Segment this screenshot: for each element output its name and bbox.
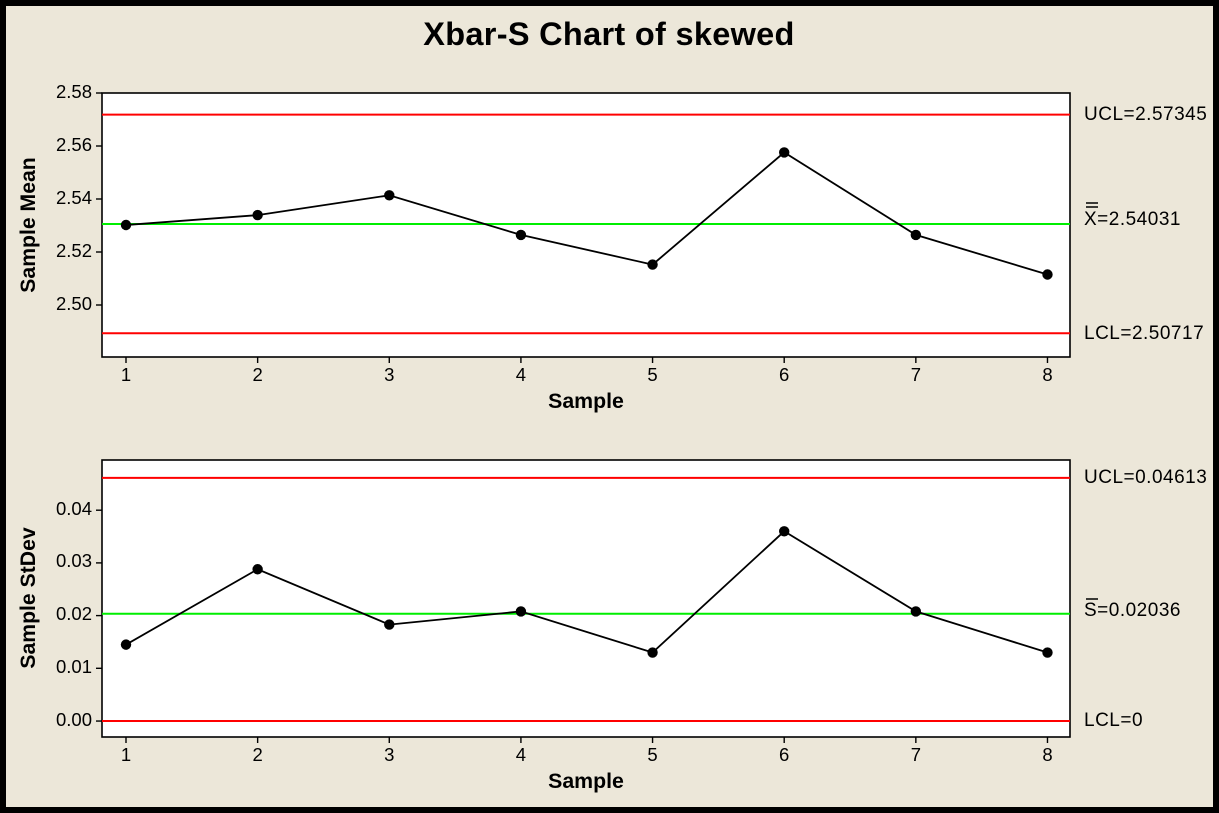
svg-text:6: 6	[779, 744, 789, 765]
svg-text:S=0.02036: S=0.02036	[1084, 600, 1181, 621]
svg-text:0.03: 0.03	[56, 550, 92, 571]
svg-text:Sample: Sample	[548, 389, 624, 413]
svg-text:6: 6	[779, 364, 789, 385]
svg-text:8: 8	[1042, 364, 1052, 385]
svg-text:UCL=2.57345: UCL=2.57345	[1084, 104, 1207, 125]
svg-text:1: 1	[121, 744, 131, 765]
svg-text:0.01: 0.01	[56, 656, 92, 677]
svg-text:Sample Mean: Sample Mean	[17, 157, 40, 292]
svg-text:2: 2	[252, 744, 262, 765]
svg-text:5: 5	[647, 364, 657, 385]
svg-text:4: 4	[516, 744, 526, 765]
svg-text:0.02: 0.02	[56, 603, 92, 624]
svg-text:UCL=0.04613: UCL=0.04613	[1084, 467, 1207, 488]
svg-text:2: 2	[252, 364, 262, 385]
svg-text:2.50: 2.50	[56, 293, 92, 314]
svg-text:LCL=2.50717: LCL=2.50717	[1084, 323, 1204, 344]
svg-text:Sample: Sample	[548, 769, 624, 793]
svg-text:5: 5	[647, 744, 657, 765]
svg-text:4: 4	[516, 364, 526, 385]
svg-text:X=2.54031: X=2.54031	[1084, 209, 1181, 230]
svg-text:2.52: 2.52	[56, 240, 92, 261]
svg-text:8: 8	[1042, 744, 1052, 765]
svg-text:2.56: 2.56	[56, 134, 92, 155]
svg-text:7: 7	[911, 364, 921, 385]
svg-text:7: 7	[911, 744, 921, 765]
svg-text:Xbar-S Chart of skewed: Xbar-S Chart of skewed	[423, 16, 794, 52]
svg-text:Sample StDev: Sample StDev	[17, 527, 40, 669]
svg-text:LCL=0: LCL=0	[1084, 710, 1143, 731]
svg-text:2.54: 2.54	[56, 187, 92, 208]
svg-text:3: 3	[384, 364, 394, 385]
svg-text:3: 3	[384, 744, 394, 765]
svg-text:1: 1	[121, 364, 131, 385]
svg-text:2.58: 2.58	[56, 81, 92, 102]
svg-text:0.00: 0.00	[56, 709, 92, 730]
svg-text:0.04: 0.04	[56, 498, 92, 519]
